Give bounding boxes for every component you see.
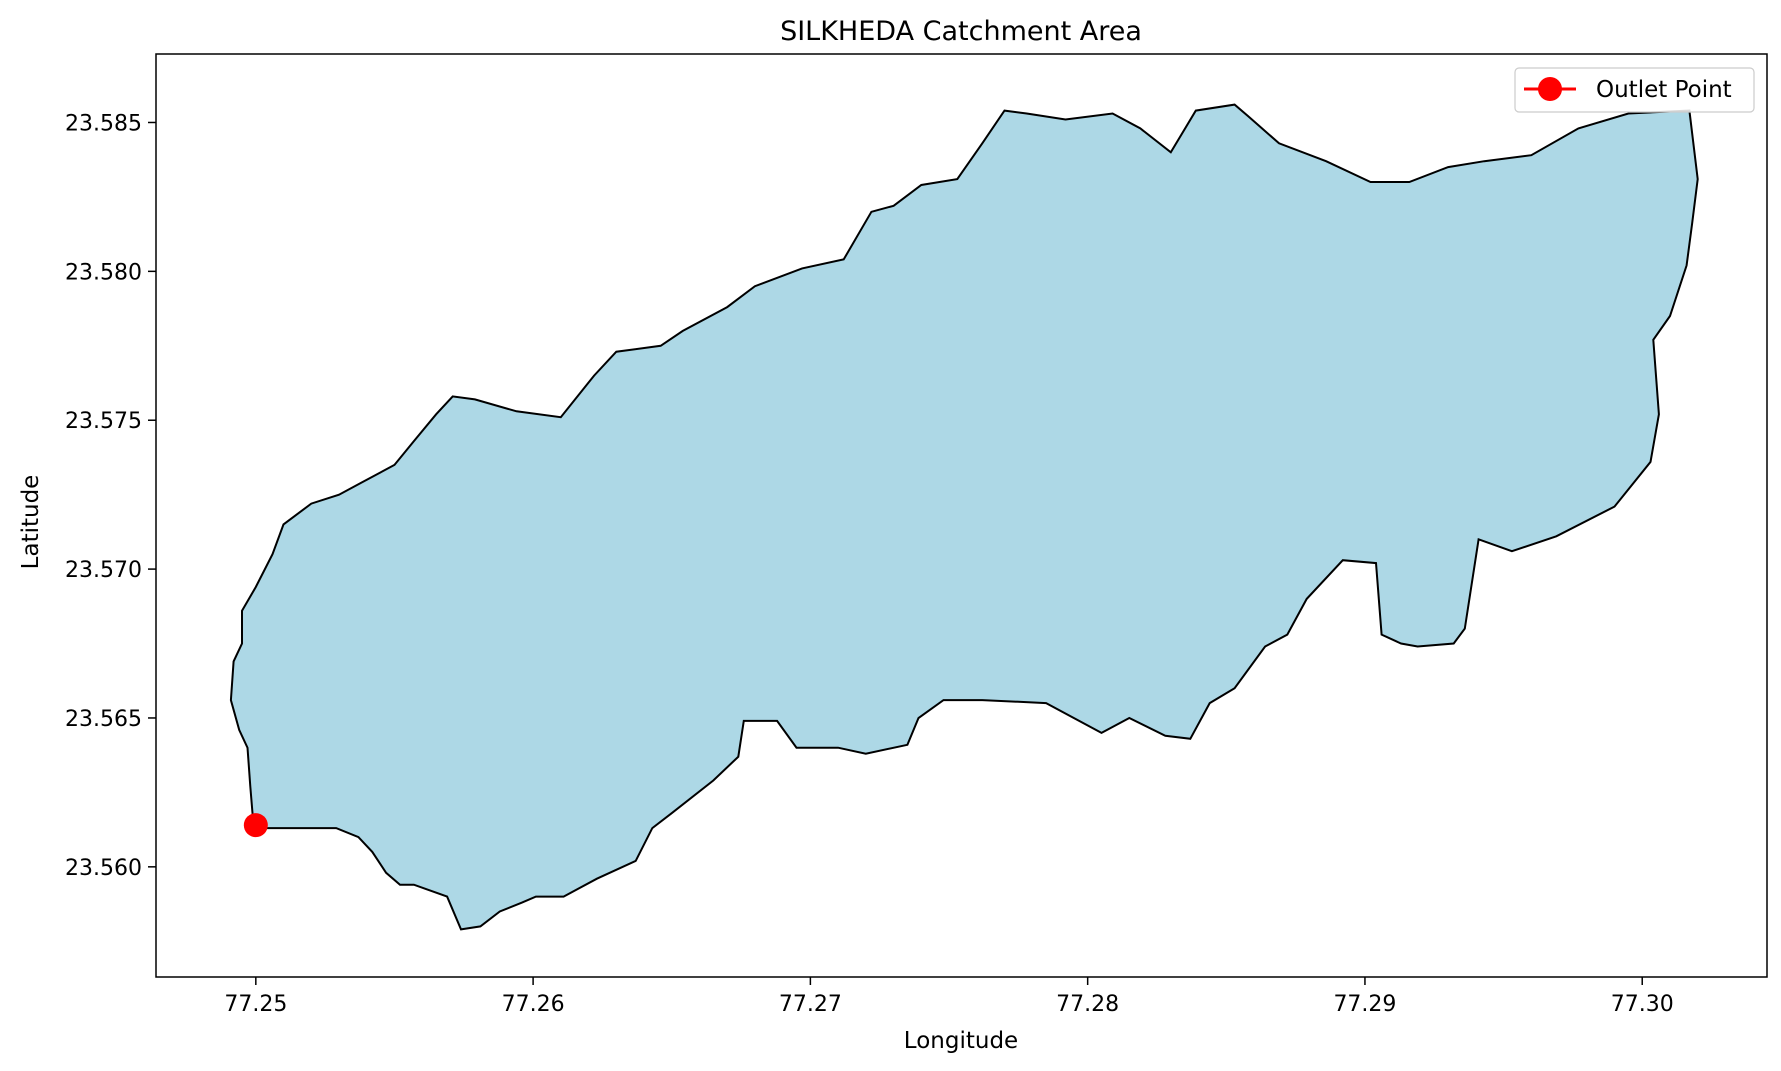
catchment-area	[229, 103, 1699, 931]
y-axis-label: Latitude	[18, 475, 44, 570]
x-tick-label: 77.27	[779, 992, 842, 1017]
y-axis-ticks: 23.560 23.565 23.570 23.575 23.580 23.585	[65, 111, 156, 881]
legend-label-outlet: Outlet Point	[1596, 77, 1732, 103]
y-tick-label: 23.565	[65, 707, 142, 732]
x-tick-label: 77.28	[1056, 992, 1119, 1017]
legend: Outlet Point	[1514, 67, 1755, 113]
legend-marker-swatch	[1538, 77, 1562, 101]
legend-box	[1514, 67, 1755, 113]
x-axis-label: Longitude	[904, 1028, 1018, 1054]
x-tick-label: 77.29	[1333, 992, 1396, 1017]
outlet-point-marker	[243, 813, 268, 838]
y-tick-label: 23.570	[65, 558, 142, 583]
x-axis-ticks: 77.25 77.26 77.27 77.28 77.29 77.30	[224, 977, 1674, 1017]
x-tick-label: 77.25	[224, 992, 287, 1017]
y-tick-label: 23.575	[65, 409, 142, 434]
y-tick-label: 23.585	[65, 111, 142, 136]
axes-frame	[155, 53, 1768, 978]
y-tick-label: 23.580	[65, 260, 142, 285]
chart-title: SILKHEDA Catchment Area	[780, 16, 1142, 47]
y-tick-label: 23.560	[65, 856, 142, 881]
x-tick-label: 77.26	[502, 992, 565, 1017]
x-tick-label: 77.30	[1611, 992, 1674, 1017]
